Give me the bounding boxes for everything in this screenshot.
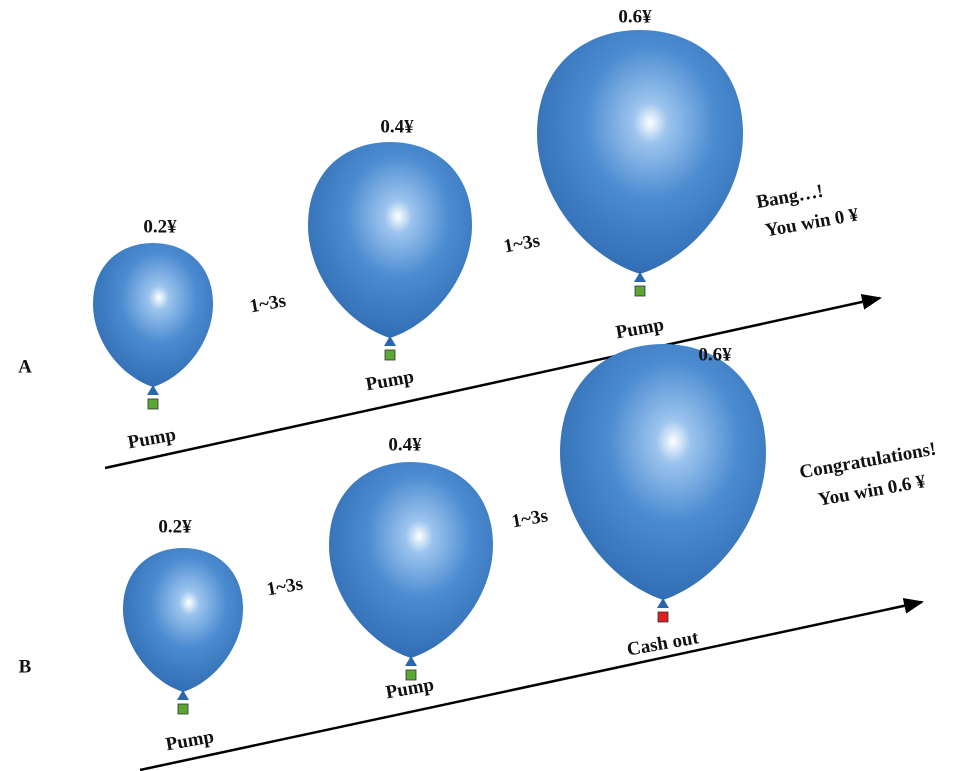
- interval-label: 1~3s: [502, 230, 541, 257]
- action-label: Pump: [126, 424, 177, 453]
- amount-label: 0.6¥: [618, 6, 652, 27]
- button-indicator: [658, 612, 668, 622]
- balloon: [123, 548, 243, 692]
- action-label: Cash out: [625, 627, 701, 660]
- timeline-arrow: [140, 602, 922, 770]
- interval-label: 1~3s: [510, 505, 549, 532]
- button-indicator: [635, 286, 645, 296]
- outcome-text: You win 0 ¥: [763, 204, 860, 241]
- action-label: Pump: [364, 366, 415, 395]
- amount-label: 0.4¥: [388, 434, 422, 455]
- diagram: A 0.2¥ Pump 0.4¥ Pump 0.6¥ Pump 1~3s 1~3s Bang…!Y…: [0, 0, 973, 771]
- balloon-knot: [657, 598, 669, 608]
- row-label: B: [19, 656, 32, 677]
- action-label: Pump: [384, 674, 435, 703]
- amount-label: 0.2¥: [143, 216, 177, 237]
- row-label: A: [18, 356, 32, 377]
- balloon: [329, 462, 493, 658]
- balloon-knot: [177, 690, 189, 700]
- interval-label: 1~3s: [248, 290, 287, 317]
- action-label: Pump: [164, 726, 215, 755]
- balloon-knot: [147, 385, 159, 395]
- balloon-knot: [384, 336, 396, 346]
- button-indicator: [178, 704, 188, 714]
- amount-label: 0.6¥: [698, 344, 732, 365]
- balloon-knot: [405, 656, 417, 666]
- balloon-knot: [634, 272, 646, 282]
- action-label: Pump: [614, 314, 665, 343]
- balloon: [537, 30, 743, 274]
- button-indicator: [385, 350, 395, 360]
- balloon: [93, 243, 213, 387]
- outcome-text: Bang…!: [755, 181, 825, 213]
- button-indicator: [148, 399, 158, 409]
- balloon: [560, 344, 766, 600]
- interval-label: 1~3s: [265, 573, 304, 600]
- amount-label: 0.2¥: [158, 516, 192, 537]
- amount-label: 0.4¥: [380, 116, 414, 137]
- balloon: [308, 142, 472, 338]
